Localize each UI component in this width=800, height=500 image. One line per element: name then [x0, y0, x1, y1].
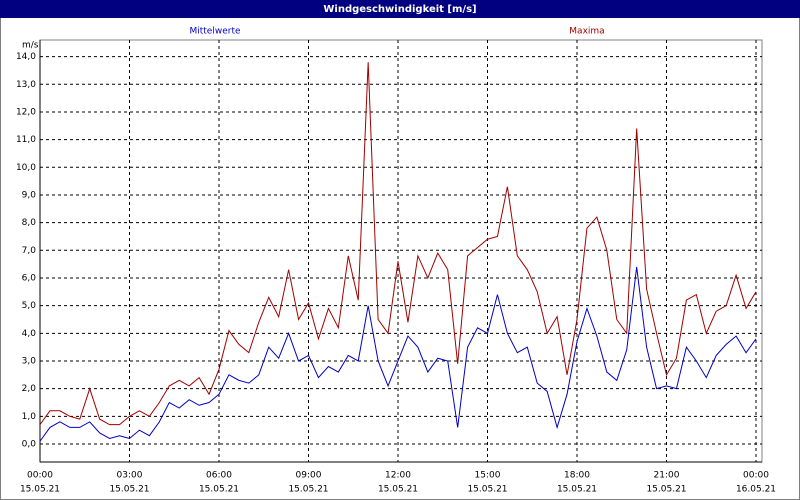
x-tick-label: 00:00 — [27, 471, 53, 481]
x-tick-date: 15.05.21 — [646, 485, 686, 495]
series-line — [39, 62, 757, 426]
legend-label: Mittelwerte — [189, 27, 240, 37]
y-tick-label: 10,0 — [16, 163, 36, 173]
y-tick-label: 12,0 — [16, 107, 36, 117]
y-tick-label: 4,0 — [22, 329, 37, 339]
y-tick-label: 6,0 — [22, 273, 37, 283]
x-tick-label: 18:00 — [564, 471, 590, 481]
x-tick-date: 15.05.21 — [20, 485, 60, 495]
series-line — [39, 266, 757, 442]
x-tick-label: 03:00 — [117, 471, 143, 481]
y-tick-label: 7,0 — [22, 246, 37, 256]
chart-title: Windgeschwindigkeit [m/s] — [323, 4, 476, 15]
y-tick-label: 2,0 — [22, 384, 37, 394]
x-tick-label: 21:00 — [654, 471, 680, 481]
y-tick-label: 3,0 — [22, 356, 37, 366]
x-tick-label: 00:00 — [743, 471, 769, 481]
x-tick-date: 15.05.21 — [109, 485, 149, 495]
x-tick-date: 15.05.21 — [557, 485, 597, 495]
y-tick-label: 1,0 — [22, 412, 37, 422]
x-tick-date: 15.05.21 — [378, 485, 418, 495]
y-tick-label: 8,0 — [22, 218, 37, 228]
x-tick-label: 15:00 — [475, 471, 501, 481]
y-tick-label: 9,0 — [22, 190, 37, 200]
legend-label: Maxima — [569, 27, 604, 37]
y-tick-label: 14,0 — [16, 52, 36, 62]
x-tick-date: 16.05.21 — [736, 485, 776, 495]
y-tick-label: 5,0 — [22, 301, 37, 311]
x-tick-label: 12:00 — [385, 471, 411, 481]
x-tick-date: 15.05.21 — [288, 485, 328, 495]
x-tick-date: 15.05.21 — [467, 485, 507, 495]
y-tick-label: 0,0 — [22, 440, 37, 450]
y-tick-label: 13,0 — [16, 80, 36, 90]
x-tick-label: 06:00 — [206, 471, 232, 481]
y-tick-label: 11,0 — [16, 135, 36, 145]
x-tick-date: 15.05.21 — [199, 485, 239, 495]
title-bar — [0, 0, 800, 18]
y-axis-label: m/s — [22, 41, 39, 51]
x-tick-label: 09:00 — [296, 471, 322, 481]
